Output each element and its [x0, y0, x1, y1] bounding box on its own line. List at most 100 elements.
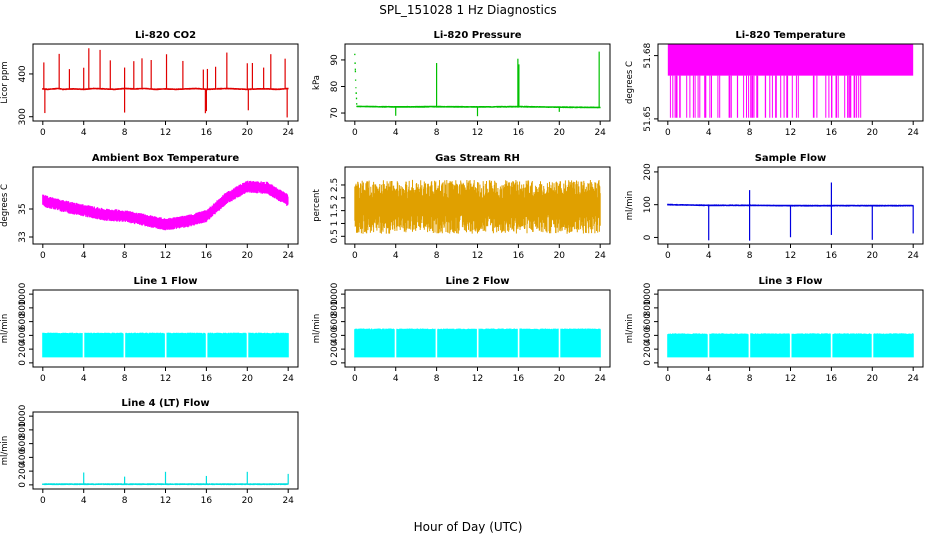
panel-line-1-flow-xtick-label: 0: [40, 374, 46, 384]
panel-li-820-temperature-ylabel: degrees C: [625, 61, 635, 104]
panel-line-2-flow-series: [354, 328, 601, 358]
panel-gas-stream-rh-xtick-label: 4: [393, 251, 399, 261]
panel-gas-stream-rh-series: [354, 179, 601, 234]
panel-sample-flow-xtick-label: 8: [747, 251, 753, 261]
panel-li-820-temperature-dropouts: [669, 75, 862, 118]
panel-line-3-flow-ytick-label: 0: [643, 360, 653, 366]
panel-gas-stream-rh-ytick-label: 2.5: [330, 178, 340, 192]
panel-li-820-pressure-ytick-label: 90: [330, 54, 340, 66]
panel-ambient-box-temperature-xtick-label: 20: [242, 251, 254, 261]
panel-gas-stream-rh-data: [354, 179, 601, 234]
panel-li-820-pressure-ylabel: kPa: [312, 75, 322, 90]
panel-line-1-flow-xtick-label: 8: [122, 374, 128, 384]
panel-line-1-flow-xtick-label: 4: [81, 374, 87, 384]
panel-line-2-flow-ytick-label: 800: [330, 299, 340, 316]
panel-gas-stream-rh-ytick-label: 0.5: [330, 229, 340, 243]
panel-line-2-flow: Line 2 Flow ml/min 0 4 8 12 16 20 24 0 20040060080…: [312, 276, 611, 384]
panel-sample-flow-ytick-label: 100: [643, 196, 653, 213]
panel-line-1-flow-ytick-label: 1000: [18, 282, 28, 305]
panel-gas-stream-rh-xtick-label: 16: [513, 251, 525, 261]
panel-sample-flow-data: [667, 182, 914, 241]
panel-li-820-temperature-xtick-label: 20: [867, 128, 879, 138]
panel-ambient-box-temperature-xtick-label: 8: [122, 251, 128, 261]
panel-ambient-box-temperature-title: Ambient Box Temperature: [92, 153, 239, 164]
panel-sample-flow-xtick-label: 20: [867, 251, 879, 261]
panel-line-3-flow-xtick-label: 20: [867, 374, 879, 384]
panel-line-3-flow-ytick-label: 200: [643, 340, 653, 357]
panel-li-820-co2-series: [42, 87, 289, 91]
panel-li-820-co2-ylabel: Licor ppm: [0, 61, 10, 103]
panel-line-2-flow-xtick-label: 8: [434, 374, 440, 384]
panel-line-4-lt-flow-xtick-label: 0: [40, 496, 46, 506]
panel-ambient-box-temperature: Ambient Box Temperature degrees C 0 4 8 12 16 2…: [0, 153, 299, 261]
panel-gas-stream-rh-xtick-label: 24: [594, 251, 606, 261]
panel-line-4-lt-flow-xtick-label: 4: [81, 496, 87, 506]
panel-li-820-co2-xtick-label: 24: [282, 128, 294, 138]
panel-gas-stream-rh-ytick-label: 1.5: [330, 203, 340, 217]
panel-line-2-flow-ytick-label: 1000: [330, 282, 340, 305]
panel-line-3-flow-title: Line 3 Flow: [759, 276, 823, 287]
panel-li-820-temperature-xtick-label: 16: [826, 128, 838, 138]
panel-gas-stream-rh-xtick-label: 8: [434, 251, 440, 261]
panel-li-820-temperature-xtick-label: 8: [747, 128, 753, 138]
panel-line-1-flow-xtick-label: 12: [160, 374, 171, 384]
panel-gas-stream-rh-ytick-label: 2: [330, 195, 340, 201]
panel-line-2-flow-ytick-label: 0: [330, 360, 340, 366]
panel-li-820-pressure: Li-820 Pressure kPa 0 4 8 12 16 20 24 70 80 90: [312, 30, 611, 138]
panel-li-820-pressure-xtick-label: 20: [554, 128, 566, 138]
panel-line-2-flow-ylabel: ml/min: [312, 314, 322, 344]
panel-li-820-pressure-ytick-label: 80: [330, 80, 340, 92]
panel-ambient-box-temperature-xtick-label: 16: [201, 251, 213, 261]
panel-line-4-lt-flow-xtick-label: 16: [201, 496, 213, 506]
panel-li-820-co2-xtick-label: 16: [201, 128, 213, 138]
panel-li-820-pressure-xtick-label: 16: [513, 128, 525, 138]
panel-li-820-temperature-xtick-label: 0: [665, 128, 671, 138]
panel-line-4-lt-flow-data: [42, 471, 289, 486]
panel-ambient-box-temperature-series: [42, 180, 289, 231]
panel-li-820-pressure-xtick-label: 24: [594, 128, 606, 138]
panel-line-4-lt-flow-ylabel: ml/min: [0, 436, 10, 466]
panel-line-1-flow-xtick-label: 20: [242, 374, 254, 384]
panel-sample-flow-xtick-label: 12: [785, 251, 796, 261]
panel-line-4-lt-flow-title: Line 4 (LT) Flow: [121, 398, 209, 409]
panel-li-820-co2-title: Li-820 CO2: [135, 30, 196, 41]
panel-line-2-flow-xtick-label: 20: [554, 374, 566, 384]
panel-li-820-co2-xtick-label: 4: [81, 128, 87, 138]
panel-line-3-flow-ytick-label: 1000: [643, 282, 653, 305]
panel-li-820-temperature-title: Li-820 Temperature: [735, 30, 845, 41]
panel-line-3-flow-xtick-label: 12: [785, 374, 796, 384]
panel-line-3-flow-xtick-label: 0: [665, 374, 671, 384]
panel-line-1-flow-ytick-label: 0: [18, 360, 28, 366]
panel-li-820-co2-xtick-label: 12: [160, 128, 171, 138]
panel-sample-flow: Sample Flow ml/min 0 4 8 12 16 20 24 0 100 200: [625, 153, 924, 261]
panel-li-820-co2-xtick-label: 20: [242, 128, 254, 138]
panel-line-3-flow-data: [667, 333, 914, 358]
panel-line-4-lt-flow-ytick-label: 1000: [18, 404, 28, 427]
panel-li-820-co2-data: [42, 48, 289, 118]
panel-sample-flow-xtick-label: 4: [706, 251, 712, 261]
panel-sample-flow-xtick-label: 24: [907, 251, 919, 261]
panel-li-820-temperature-ytick-label: 51.68: [643, 42, 653, 68]
panel-line-4-lt-flow-ytick-label: 200: [18, 462, 28, 479]
panel-line-4-lt-flow-ytick-label: 800: [18, 421, 28, 438]
panel-line-1-flow-xtick-label: 16: [201, 374, 213, 384]
panel-ambient-box-temperature-xtick-label: 4: [81, 251, 87, 261]
panel-line-3-flow-series: [667, 333, 914, 358]
panel-line-3-flow-xtick-label: 24: [907, 374, 919, 384]
panel-li-820-pressure-ytick-label: 70: [330, 107, 340, 119]
panel-line-2-flow-xtick-label: 0: [352, 374, 358, 384]
panel-ambient-box-temperature-xtick-label: 0: [40, 251, 46, 261]
panel-li-820-temperature-xtick-label: 4: [706, 128, 712, 138]
panel-sample-flow-ylabel: ml/min: [625, 191, 635, 221]
panel-ambient-box-temperature-ytick-label: 33: [18, 231, 28, 242]
panel-sample-flow-ytick-label: 200: [643, 163, 653, 180]
panel-ambient-box-temperature-data: [42, 180, 289, 231]
panel-ambient-box-temperature-ytick-label: 35: [18, 203, 28, 214]
panel-gas-stream-rh-xtick-label: 20: [554, 251, 566, 261]
panel-ambient-box-temperature-ylabel: degrees C: [0, 184, 10, 227]
panel-li-820-temperature-data: [667, 44, 914, 118]
panel-ambient-box-temperature-xtick-label: 24: [282, 251, 294, 261]
panel-line-4-lt-flow-ytick-label: 0: [18, 482, 28, 488]
